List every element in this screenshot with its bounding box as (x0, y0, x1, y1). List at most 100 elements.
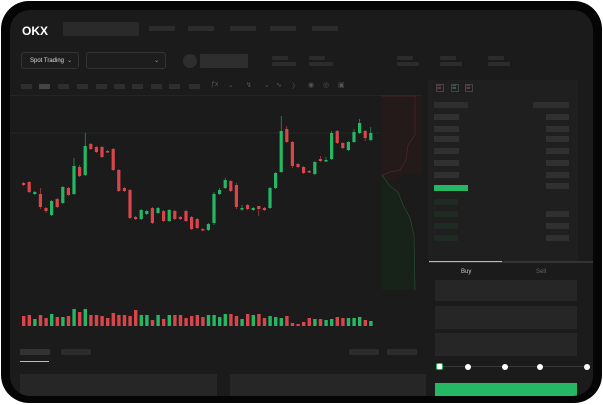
chevron-down-icon[interactable]: ⌄ (264, 82, 270, 89)
volume-bar (195, 315, 199, 326)
fullscreen-icon[interactable]: ▣ (338, 82, 345, 89)
percent-slider-handle[interactable] (436, 363, 443, 370)
book-both-icon[interactable]: ☰ (436, 84, 444, 92)
candle (363, 131, 367, 138)
candle (240, 208, 244, 210)
timeframe-button[interactable] (21, 84, 32, 89)
candle (251, 208, 255, 210)
candle (341, 143, 345, 148)
tab-sell[interactable]: Sell (536, 269, 547, 275)
candle (128, 190, 132, 218)
timeframe-button[interactable] (96, 84, 107, 89)
volume-bar (268, 316, 272, 326)
candle (150, 208, 154, 223)
candle (262, 208, 266, 210)
volume-bar (190, 316, 194, 326)
volume-bar (290, 323, 295, 326)
bottom-action-1[interactable] (349, 349, 379, 355)
slider-mark-100[interactable] (584, 364, 590, 370)
candle (358, 123, 362, 133)
volume-bar (346, 318, 351, 326)
timeframe-button[interactable] (132, 84, 143, 89)
volume-bar (229, 314, 233, 326)
nav-item-5[interactable] (312, 26, 338, 31)
volume-bar (38, 315, 43, 326)
volume-bar (78, 312, 82, 326)
okx-logo[interactable]: OKX (22, 24, 49, 38)
ruler-icon[interactable]: 〉 (292, 83, 299, 90)
volume-bar (94, 315, 99, 326)
candlestick-chart[interactable] (10, 10, 593, 396)
price-input[interactable] (435, 280, 577, 301)
book-sell-icon[interactable]: ☰ (465, 84, 473, 92)
ask-price (434, 114, 459, 120)
candle (313, 162, 317, 174)
candle (369, 133, 373, 140)
candle (229, 181, 233, 191)
amount-input[interactable] (435, 306, 577, 329)
candle (66, 188, 70, 195)
volume-bar (223, 314, 227, 326)
line-icon[interactable]: ↯ (246, 82, 252, 89)
buy-button[interactable] (435, 383, 577, 396)
candle (61, 187, 65, 203)
candle (274, 173, 278, 188)
bottom-action-2[interactable] (387, 349, 417, 355)
volume-bar (240, 319, 244, 326)
tab-buy[interactable]: Buy (461, 269, 472, 275)
pair-dropdown[interactable]: ⌄ (86, 52, 166, 69)
volume-bar (285, 316, 289, 326)
candle (184, 211, 188, 221)
volume-bar (212, 315, 216, 326)
candle (178, 217, 182, 219)
volume-bar (352, 318, 356, 326)
indicator-icon[interactable]: ƒx (211, 81, 219, 88)
candle (83, 146, 87, 175)
market-type-dropdown[interactable]: Spot Trading ⌄ (21, 52, 79, 69)
nav-item-1[interactable] (149, 26, 175, 31)
trend-icon[interactable]: ∿ (276, 82, 282, 89)
timeframe-button[interactable] (169, 84, 180, 89)
last-price (434, 185, 468, 191)
stat-label-4 (440, 56, 456, 60)
candle (173, 211, 177, 219)
bottom-tab-2[interactable] (61, 349, 91, 355)
volume-bars (22, 309, 373, 326)
stat-label-1 (272, 56, 288, 60)
candle (190, 217, 194, 229)
volume-bar (201, 317, 205, 326)
timeframe-button[interactable] (77, 84, 88, 89)
timeframe-button[interactable] (151, 84, 162, 89)
slider-mark-25[interactable] (465, 364, 471, 370)
bid-price (434, 199, 458, 205)
total-input[interactable] (435, 333, 577, 356)
nav-item-2[interactable] (188, 26, 214, 31)
volume-bar (178, 315, 183, 326)
search-input[interactable] (63, 22, 139, 36)
slider-mark-50[interactable] (502, 364, 508, 370)
nav-item-3[interactable] (230, 26, 256, 31)
timeframe-button[interactable] (58, 84, 69, 89)
ask-price (434, 160, 459, 166)
chevron-down-icon[interactable]: ⌄ (228, 82, 234, 89)
stat-label-5 (488, 56, 504, 60)
timeframe-button[interactable] (189, 84, 200, 89)
timeframe-button[interactable] (114, 84, 125, 89)
bottom-tab-1[interactable] (20, 349, 50, 355)
slider-mark-75[interactable] (537, 364, 543, 370)
ask-price (434, 148, 459, 154)
timeframe-button[interactable] (39, 84, 50, 89)
book-buy-icon[interactable]: ☰ (451, 84, 459, 92)
camera-icon[interactable]: ◉ (308, 82, 315, 89)
settings-icon[interactable]: ◎ (323, 82, 330, 89)
candle (78, 167, 82, 176)
bid-price (434, 223, 458, 229)
candle (318, 159, 322, 161)
depth-chart (381, 95, 422, 291)
tab-divider (429, 261, 593, 263)
stat-value-1 (272, 62, 296, 66)
volume-bar (72, 309, 76, 326)
percent-slider-track[interactable] (438, 366, 590, 367)
candle (290, 142, 294, 166)
nav-item-4[interactable] (270, 26, 296, 31)
